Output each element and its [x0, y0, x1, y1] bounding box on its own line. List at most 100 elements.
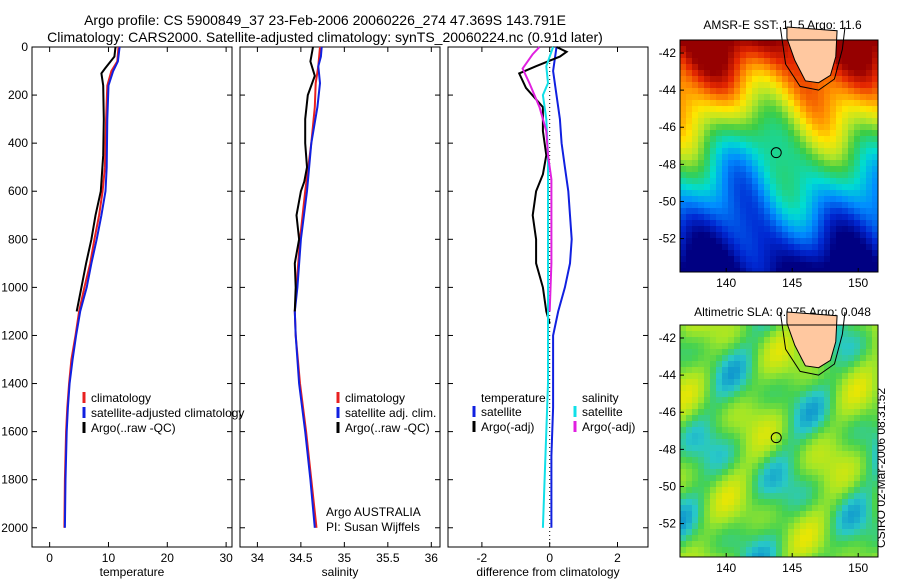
sst-map-cell [830, 142, 836, 148]
sst-map-cell [854, 118, 860, 124]
sla-map-cell [872, 493, 878, 499]
sst-map-cell [860, 232, 866, 238]
sst-map-cell [704, 268, 710, 272]
sst-map-cell [692, 40, 698, 46]
sst-map-cell [848, 184, 854, 190]
sla-map-cell [788, 433, 794, 439]
sst-map-cell [782, 142, 788, 148]
sla-map-cell [866, 385, 872, 391]
sst-map-cell [692, 208, 698, 214]
sst-map-cell [752, 46, 758, 52]
sla-map-cell [842, 457, 848, 463]
sla-map-cell [728, 385, 734, 391]
sla-map-cell [824, 475, 830, 481]
sst-map-cell [806, 124, 812, 130]
sla-map-cell [686, 385, 692, 391]
sst-map-cell [710, 88, 716, 94]
sst-map-cell [716, 130, 722, 136]
sst-map-cell [692, 244, 698, 250]
sst-map-cell [824, 250, 830, 256]
y-tick-label: 400 [8, 136, 28, 150]
sla-map-cell [824, 433, 830, 439]
sst-map-cell [758, 58, 764, 64]
sst-map-cell [776, 94, 782, 100]
sla-map-cell [854, 433, 860, 439]
sla-map-cell [734, 379, 740, 385]
sla-map-cell [686, 415, 692, 421]
sst-map-cell [812, 202, 818, 208]
sla-map-cell [794, 427, 800, 433]
sla-map-cell [722, 511, 728, 517]
sla-map-cell [782, 445, 788, 451]
sla-map-cell [842, 403, 848, 409]
sla-map-cell [818, 481, 824, 487]
sla-map-cell [698, 481, 704, 487]
sst-map-cell [680, 148, 686, 154]
sst-map-cell [872, 208, 878, 214]
sla-map-cell [860, 379, 866, 385]
sla-map-cell [848, 547, 854, 553]
sst-map-cell [818, 130, 824, 136]
sla-map-cell [848, 499, 854, 505]
sst-map-cell [746, 178, 752, 184]
sst-map-cell [770, 148, 776, 154]
sst-map-cell [806, 268, 812, 272]
sla-map-cell [692, 517, 698, 523]
sla-map-cell [710, 409, 716, 415]
sla-map-cell [836, 541, 842, 547]
sst-map-cell [686, 202, 692, 208]
sst-map-cell [728, 40, 734, 46]
sst-map-cell [818, 124, 824, 130]
sla-map-cell [836, 409, 842, 415]
sst-map-cell [722, 142, 728, 148]
sst-map-cell [860, 178, 866, 184]
sla-map-cell [758, 487, 764, 493]
sla-map-cell [830, 391, 836, 397]
sla-map-cell [728, 523, 734, 529]
sla-map-cell [758, 553, 764, 557]
y-tick-label: 0 [21, 40, 28, 54]
sst-map-cell [842, 70, 848, 76]
sst-map-cell [704, 190, 710, 196]
sst-map-cell [818, 268, 824, 272]
sla-map-cell [854, 451, 860, 457]
sst-map-cell [740, 88, 746, 94]
sst-map-cell [704, 100, 710, 106]
sla-map-cell [872, 511, 878, 517]
sla-map-cell [866, 355, 872, 361]
sla-map-cell [758, 349, 764, 355]
sst-map-cell [782, 46, 788, 52]
sla-map-cell [692, 529, 698, 535]
sst-map-cell [734, 172, 740, 178]
sst-map-cell [728, 208, 734, 214]
sst-map-cell [824, 154, 830, 160]
sst-map-cell [764, 124, 770, 130]
sst-map-cell [800, 190, 806, 196]
sla-map-cell [776, 451, 782, 457]
sst-map-cell [692, 268, 698, 272]
sla-map-cell [818, 445, 824, 451]
sst-map-cell [746, 226, 752, 232]
sla-map-cell [854, 505, 860, 511]
sla-map-cell [776, 445, 782, 451]
sla-map-cell [818, 505, 824, 511]
sst-map-cell [764, 184, 770, 190]
sst-map-cell [872, 262, 878, 268]
sla-map-cell [758, 529, 764, 535]
sla-map-cell [812, 487, 818, 493]
sst-map-cell [716, 196, 722, 202]
sla-map-cell [734, 457, 740, 463]
sst-map-cell [776, 148, 782, 154]
sst-map-cell [710, 178, 716, 184]
sst-map-cell [860, 268, 866, 272]
sla-map-cell [776, 511, 782, 517]
sla-map-cell [782, 409, 788, 415]
map-x-tick-label: 140 [716, 561, 736, 575]
sla-map-cell [740, 439, 746, 445]
sst-map-cell [782, 100, 788, 106]
sla-map-cell [710, 505, 716, 511]
sla-map-cell [770, 535, 776, 541]
sla-map-cell [854, 457, 860, 463]
sst-map-cell [794, 220, 800, 226]
sla-map-cell [794, 391, 800, 397]
